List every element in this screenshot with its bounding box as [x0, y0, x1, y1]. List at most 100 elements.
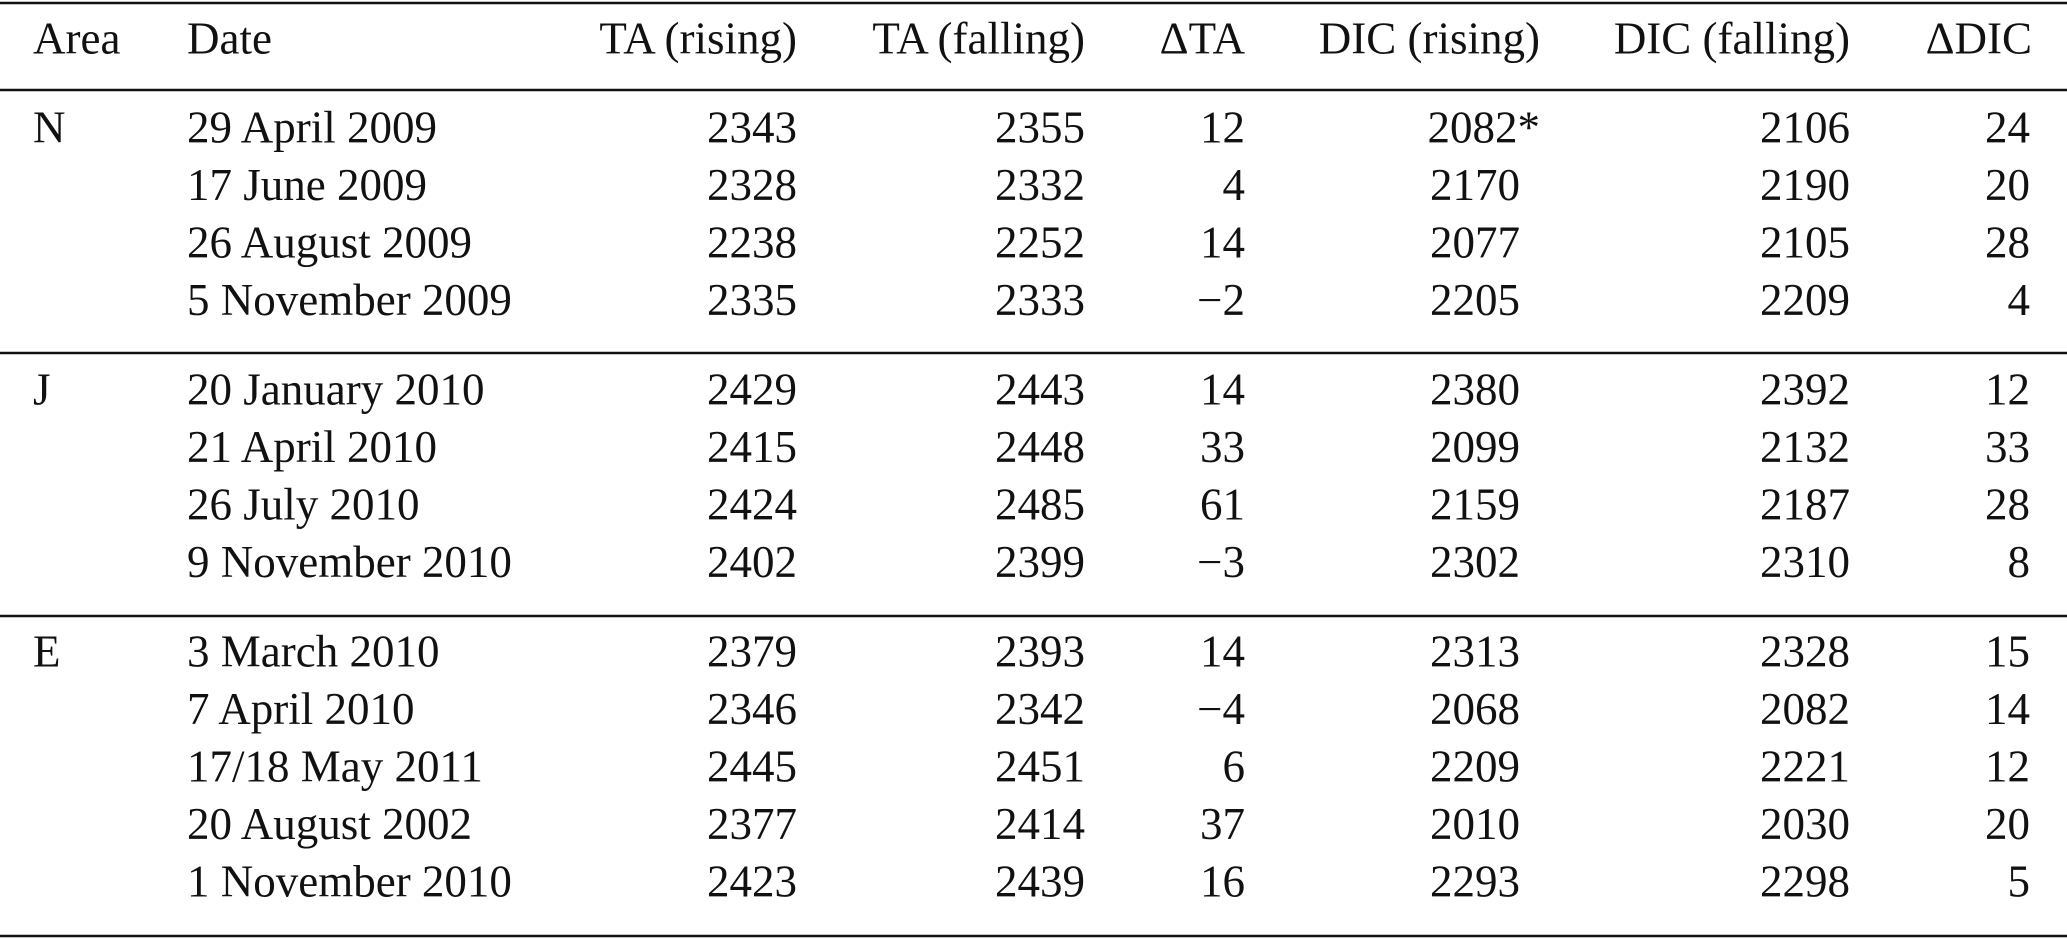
value-cell: 2293 [1430, 856, 1520, 906]
value-cell: 2106 [1760, 102, 1850, 152]
value-cell: 2445 [707, 741, 797, 791]
header-cell: Area [33, 13, 120, 63]
value-cell: 2443 [995, 364, 1085, 414]
value-cell: 2392 [1760, 364, 1850, 414]
date-cell: 1 November 2010 [187, 856, 512, 906]
value-cell: 12 [1985, 364, 2030, 414]
date-cell: 17/18 May 2011 [187, 741, 483, 791]
header-cell: DIC (falling) [1614, 13, 1850, 63]
value-cell: 2343 [707, 102, 797, 152]
value-cell: 2205 [1430, 275, 1520, 325]
value-cell: 8 [2008, 537, 2031, 587]
value-cell: 4 [1223, 160, 1246, 210]
date-cell: 26 August 2009 [187, 217, 472, 267]
value-cell: 37 [1200, 799, 1245, 849]
value-cell: 2209 [1430, 741, 1520, 791]
value-cell: 12 [1985, 741, 2030, 791]
value-cell: 2187 [1760, 479, 1850, 529]
value-cell: 12 [1200, 102, 1245, 152]
date-cell: 20 January 2010 [187, 364, 484, 414]
value-cell: 2082* [1428, 102, 1541, 152]
header-cell: ΔTA [1160, 13, 1246, 63]
value-cell: 2030 [1760, 799, 1850, 849]
value-cell: 2082 [1760, 684, 1850, 734]
date-cell: 21 April 2010 [187, 422, 437, 472]
value-cell: 28 [1985, 217, 2030, 267]
area-cell: E [33, 626, 61, 676]
value-cell: 14 [1985, 684, 2030, 734]
value-cell: 33 [1985, 422, 2030, 472]
value-cell: 2310 [1760, 537, 1850, 587]
value-cell: 2328 [1760, 626, 1850, 676]
value-cell: 16 [1200, 856, 1245, 906]
value-cell: 2439 [995, 856, 1085, 906]
value-cell: 2429 [707, 364, 797, 414]
value-cell: 6 [1223, 741, 1246, 791]
area-cell: J [33, 364, 51, 414]
value-cell: 2448 [995, 422, 1085, 472]
value-cell: 2302 [1430, 537, 1520, 587]
value-cell: 2380 [1430, 364, 1520, 414]
value-cell: 2377 [707, 799, 797, 849]
value-cell: 61 [1200, 479, 1245, 529]
value-cell: 2379 [707, 626, 797, 676]
value-cell: 15 [1985, 626, 2030, 676]
value-cell: 2415 [707, 422, 797, 472]
header-cell: TA (rising) [599, 13, 797, 63]
date-cell: 7 April 2010 [187, 684, 415, 734]
value-cell: 2105 [1760, 217, 1850, 267]
date-cell: 17 June 2009 [187, 160, 427, 210]
value-cell: 2252 [995, 217, 1085, 267]
value-cell: 2485 [995, 479, 1085, 529]
date-cell: 29 April 2009 [187, 102, 437, 152]
date-cell: 9 November 2010 [187, 537, 512, 587]
value-cell: 2423 [707, 856, 797, 906]
value-cell: 14 [1200, 364, 1245, 414]
value-cell: 2451 [995, 741, 1085, 791]
value-cell: 2099 [1430, 422, 1520, 472]
header-cell: ΔDIC [1926, 13, 2032, 63]
value-cell: 2068 [1430, 684, 1520, 734]
value-cell: 2170 [1430, 160, 1520, 210]
value-cell: 2159 [1430, 479, 1520, 529]
value-cell: 2333 [995, 275, 1085, 325]
value-cell: 20 [1985, 160, 2030, 210]
value-cell: 14 [1200, 217, 1245, 267]
value-cell: 28 [1985, 479, 2030, 529]
area-cell: N [33, 102, 66, 152]
value-cell: 24 [1985, 102, 2030, 152]
value-cell: 2190 [1760, 160, 1850, 210]
header-cell: Date [187, 13, 272, 63]
value-cell: 33 [1200, 422, 1245, 472]
value-cell: 2342 [995, 684, 1085, 734]
value-cell: 2209 [1760, 275, 1850, 325]
value-cell: 2355 [995, 102, 1085, 152]
value-cell: 2414 [995, 799, 1085, 849]
value-cell: 2399 [995, 537, 1085, 587]
date-cell: 26 July 2010 [187, 479, 420, 529]
header-cell: TA (falling) [872, 13, 1085, 63]
value-cell: 2328 [707, 160, 797, 210]
value-cell: −2 [1197, 275, 1245, 325]
value-cell: 2332 [995, 160, 1085, 210]
value-cell: 2402 [707, 537, 797, 587]
value-cell: 2010 [1430, 799, 1520, 849]
value-cell: 2335 [707, 275, 797, 325]
value-cell: 20 [1985, 799, 2030, 849]
value-cell: 2298 [1760, 856, 1850, 906]
value-cell: 2238 [707, 217, 797, 267]
date-cell: 20 August 2002 [187, 799, 472, 849]
value-cell: 2077 [1430, 217, 1520, 267]
value-cell: −3 [1197, 537, 1245, 587]
value-cell: 2313 [1430, 626, 1520, 676]
date-cell: 3 March 2010 [187, 626, 439, 676]
value-cell: −4 [1197, 684, 1245, 734]
value-cell: 14 [1200, 626, 1245, 676]
value-cell: 2424 [707, 479, 797, 529]
value-cell: 5 [2008, 856, 2031, 906]
value-cell: 2221 [1760, 741, 1850, 791]
value-cell: 4 [2008, 275, 2031, 325]
date-cell: 5 November 2009 [187, 275, 512, 325]
